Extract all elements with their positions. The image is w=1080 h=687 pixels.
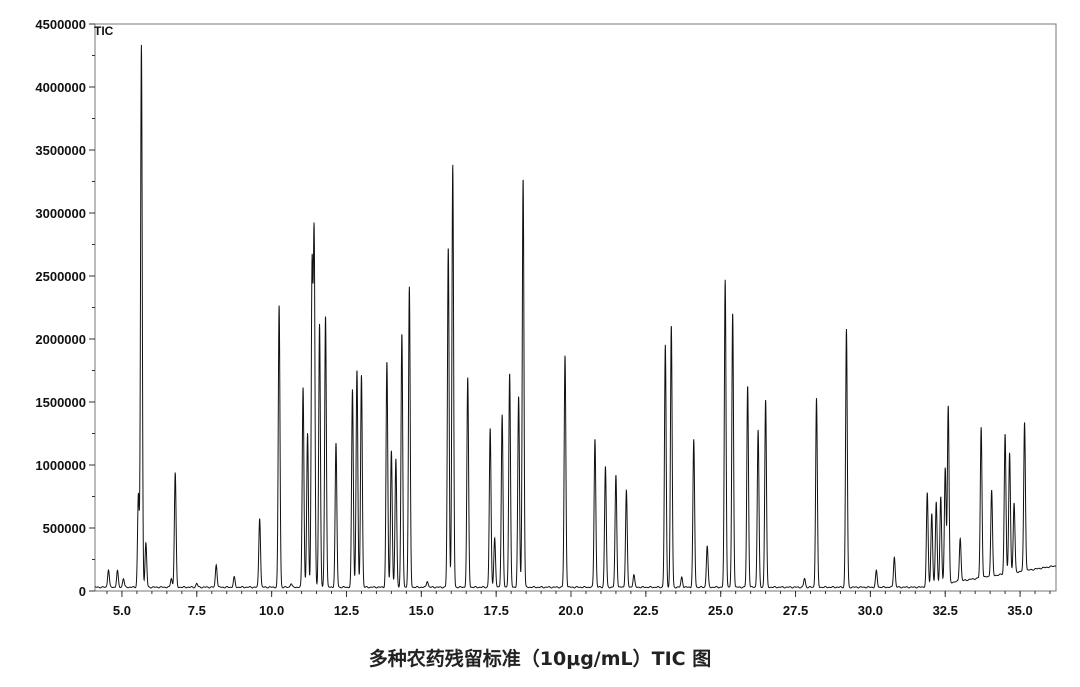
y-tick-label: 3000000 (35, 206, 86, 221)
trace-label: TIC (94, 24, 114, 38)
x-tick-label: 22.5 (633, 603, 658, 618)
y-tick-label: 4500000 (35, 17, 86, 32)
x-tick-label: 5.0 (113, 603, 131, 618)
x-tick-label: 20.0 (558, 603, 583, 618)
y-tick-label: 500000 (43, 521, 86, 536)
tic-trace-line (94, 44, 1057, 589)
y-tick-label: 3500000 (35, 143, 86, 158)
x-tick-label: 25.0 (708, 603, 733, 618)
y-axis: 0 500000 1000000 1500000 2000000 2500000 30000… (35, 17, 95, 599)
y-tick-label: 1000000 (35, 458, 86, 473)
x-tick-label: 7.5 (188, 603, 206, 618)
y-tick-label: 2000000 (35, 332, 86, 347)
x-axis: 5.0 7.5 10.0 12.5 15.0 17.5 20.0 22.5 25.0 27.5 30… (106, 591, 1051, 618)
y-tick-label: 1500000 (35, 395, 86, 410)
y-tick-label: 0 (79, 584, 86, 599)
x-tick-label: 27.5 (783, 603, 808, 618)
x-tick-label: 15.0 (409, 603, 434, 618)
x-tick-label: 35.0 (1007, 603, 1032, 618)
x-tick-label: 12.5 (334, 603, 359, 618)
x-tick-label: 17.5 (484, 603, 509, 618)
plot-frame (94, 23, 1057, 592)
x-tick-label: 10.0 (259, 603, 284, 618)
x-tick-label: 30.0 (858, 603, 883, 618)
y-tick-label: 4000000 (35, 80, 86, 95)
y-tick-label: 2500000 (35, 269, 86, 284)
x-tick-label: 32.5 (933, 603, 958, 618)
chart-caption: 多种农药残留标准（10μg/mL）TIC 图 (368, 648, 712, 670)
